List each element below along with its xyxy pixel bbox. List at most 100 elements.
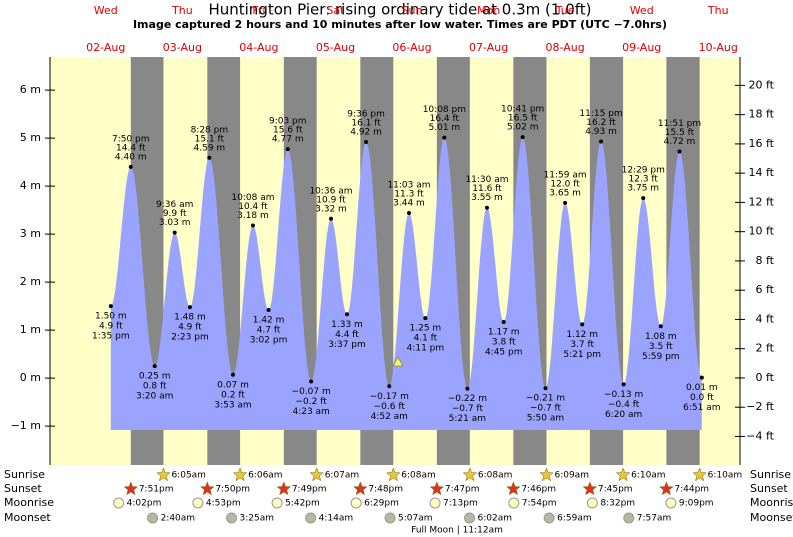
- sunset-icon: [429, 481, 445, 496]
- tide-label: 15.6 ft: [273, 126, 303, 136]
- tide-label: 4.59 m: [194, 143, 226, 153]
- tide-label: 5:21 am: [449, 414, 486, 424]
- day-weekday: Fri: [252, 4, 265, 17]
- day-date: 06-Aug: [392, 41, 431, 54]
- tide-label: 16.4 ft: [430, 114, 460, 124]
- day-date: 09-Aug: [622, 41, 661, 54]
- chart-subtitle: Image captured 2 hours and 10 minutes af…: [133, 18, 667, 31]
- moonset-icon: [305, 512, 317, 524]
- y2-tick-label: 4 ft: [756, 312, 775, 325]
- day-date: 08-Aug: [546, 41, 585, 54]
- current-marker: [392, 355, 404, 367]
- tide-label: 5:21 pm: [563, 350, 601, 360]
- sunset-icon: [506, 481, 521, 496]
- tide-label: 4.9 ft: [178, 323, 202, 333]
- moonset-icon: [384, 512, 396, 524]
- tide-point: [364, 139, 369, 144]
- y2-tick-label: 8 ft: [756, 254, 775, 267]
- tide-point: [484, 205, 489, 210]
- tide-label: 4.72 m: [664, 137, 696, 147]
- sunset-icon: [582, 481, 598, 496]
- tide-label: 9:36 am: [156, 200, 193, 210]
- day-date: 05-Aug: [316, 41, 355, 54]
- tide-point: [387, 384, 392, 389]
- tide-label: 1.12 m: [566, 330, 598, 340]
- tide-point: [520, 135, 525, 140]
- tide-label: 4:52 am: [371, 412, 408, 422]
- tide-label: 4.7 ft: [257, 325, 281, 335]
- moonrise-icon: [192, 497, 204, 509]
- tide-label: 4.77 m: [272, 135, 304, 145]
- tide-label: 0.0 ft: [690, 393, 714, 403]
- sunset-icon: [276, 481, 292, 496]
- row-label: Sunrise: [4, 468, 45, 481]
- sunset-icon: [353, 481, 368, 496]
- sunset-time: 7:47pm: [445, 485, 480, 495]
- sunset-time: 7:44pm: [674, 485, 709, 495]
- tide-label: 5:50 am: [527, 414, 564, 424]
- y2-tick-label: −2 ft: [746, 400, 774, 413]
- sunrise-icon: [692, 467, 707, 482]
- y2-tick-label: 12 ft: [749, 195, 775, 208]
- moonrise-icon: [665, 497, 677, 509]
- tide-label: −0.7 ft: [452, 404, 484, 414]
- tide-label: 7:50 pm: [112, 134, 150, 144]
- day-weekday: Mon: [477, 4, 500, 17]
- day-weekday: Wed: [94, 4, 118, 17]
- tide-point: [501, 319, 506, 324]
- tide-label: 10:08 pm: [423, 105, 466, 115]
- moonrise-time: 9:09pm: [679, 499, 714, 509]
- tide-label: 10:41 pm: [501, 105, 544, 115]
- tide-label: 1.50 m: [95, 312, 127, 322]
- tide-label: 11.3 ft: [394, 190, 424, 200]
- tide-label: −0.21 m: [526, 394, 565, 404]
- sunrise-icon: [232, 467, 248, 482]
- y-tick-label: 0 m: [20, 371, 41, 384]
- tide-label: 4.9 ft: [99, 322, 123, 332]
- row-label: Moonset: [750, 511, 793, 524]
- moonset-icon: [464, 512, 476, 524]
- y2-tick-label: 14 ft: [749, 166, 775, 179]
- sunset-icon: [200, 481, 215, 496]
- tide-point: [543, 386, 548, 391]
- tide-label: 16.5 ft: [508, 114, 538, 124]
- tide-point: [677, 149, 682, 154]
- tide-label: 0.07 m: [217, 380, 249, 390]
- y-tick-label: 4 m: [20, 179, 41, 192]
- tide-label: 10.4 ft: [238, 202, 268, 212]
- tide-point: [128, 164, 133, 169]
- day-weekday: Sun: [402, 4, 423, 17]
- tide-point: [699, 375, 704, 380]
- tide-point: [285, 147, 290, 152]
- tide-label: 15.5 ft: [665, 128, 695, 138]
- tide-point: [309, 379, 314, 384]
- moonset-icon: [623, 512, 635, 524]
- tide-point: [344, 312, 349, 317]
- tide-point: [207, 155, 212, 160]
- y2-tick-label: −4 ft: [746, 429, 774, 442]
- tide-label: −0.6 ft: [374, 402, 406, 412]
- moonset-time: 4:14am: [319, 514, 354, 524]
- tide-label: 2:23 pm: [171, 333, 209, 343]
- tide-point: [406, 211, 411, 215]
- tide-label: 11:51 pm: [658, 119, 701, 129]
- sunset-icon: [659, 481, 674, 496]
- tide-label: 5.02 m: [507, 123, 539, 133]
- moonrise-icon: [271, 497, 283, 509]
- y2-tick-label: 18 ft: [749, 108, 775, 121]
- tide-label: −0.22 m: [448, 394, 487, 404]
- tide-label: 10:08 am: [231, 193, 274, 203]
- y2-tick-label: 16 ft: [749, 137, 775, 150]
- sunset-time: 7:50pm: [215, 485, 250, 495]
- tide-label: 11:15 pm: [579, 109, 622, 119]
- tide-label: 3:53 am: [214, 400, 251, 410]
- tide-label: 3.65 m: [549, 188, 581, 198]
- sunrise-time: 6:08am: [401, 471, 436, 481]
- sunset-time: 7:49pm: [292, 485, 327, 495]
- tide-label: −0.17 m: [370, 392, 409, 402]
- tide-point: [621, 382, 626, 387]
- tide-point: [563, 200, 568, 205]
- tide-label: −0.2 ft: [296, 397, 328, 407]
- tide-label: 12.3 ft: [629, 175, 659, 185]
- sunrise-time: 6:10am: [708, 471, 743, 481]
